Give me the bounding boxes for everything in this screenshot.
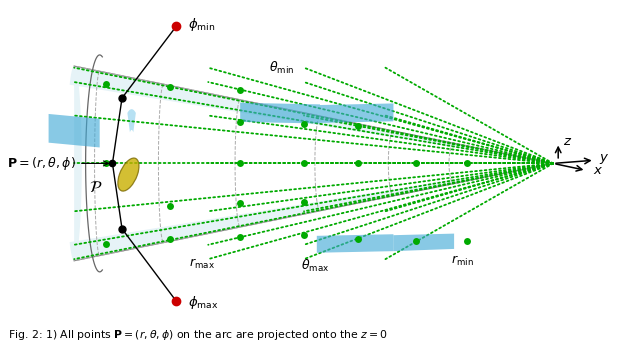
Text: $r_{\max}$: $r_{\max}$ [189, 257, 215, 271]
Text: $r_{\min}$: $r_{\min}$ [451, 254, 474, 268]
Polygon shape [320, 103, 394, 123]
Text: $y$: $y$ [599, 152, 609, 166]
Text: $\theta_{\max}$: $\theta_{\max}$ [301, 258, 329, 274]
Text: $\phi_{\min}$: $\phi_{\min}$ [188, 16, 215, 33]
Ellipse shape [118, 158, 139, 191]
Text: $\mathcal{P}$: $\mathcal{P}$ [88, 180, 102, 195]
Text: $x$: $x$ [593, 164, 603, 177]
Polygon shape [49, 114, 100, 147]
Polygon shape [240, 103, 320, 123]
Text: $\mathbf{P} = (r, \theta, \phi)$: $\mathbf{P} = (r, \theta, \phi)$ [7, 155, 108, 172]
Text: $\theta_{\min}$: $\theta_{\min}$ [269, 60, 294, 76]
Text: $z$: $z$ [563, 135, 573, 148]
Polygon shape [394, 234, 454, 251]
Polygon shape [317, 234, 394, 253]
Text: $\phi_{\max}$: $\phi_{\max}$ [188, 294, 218, 311]
Polygon shape [70, 66, 553, 261]
Text: Fig. 2: 1) All points $\mathbf{P} = (r, \theta, \phi)$ on the arc are projected : Fig. 2: 1) All points $\mathbf{P} = (r, … [8, 328, 388, 341]
Polygon shape [127, 109, 136, 132]
